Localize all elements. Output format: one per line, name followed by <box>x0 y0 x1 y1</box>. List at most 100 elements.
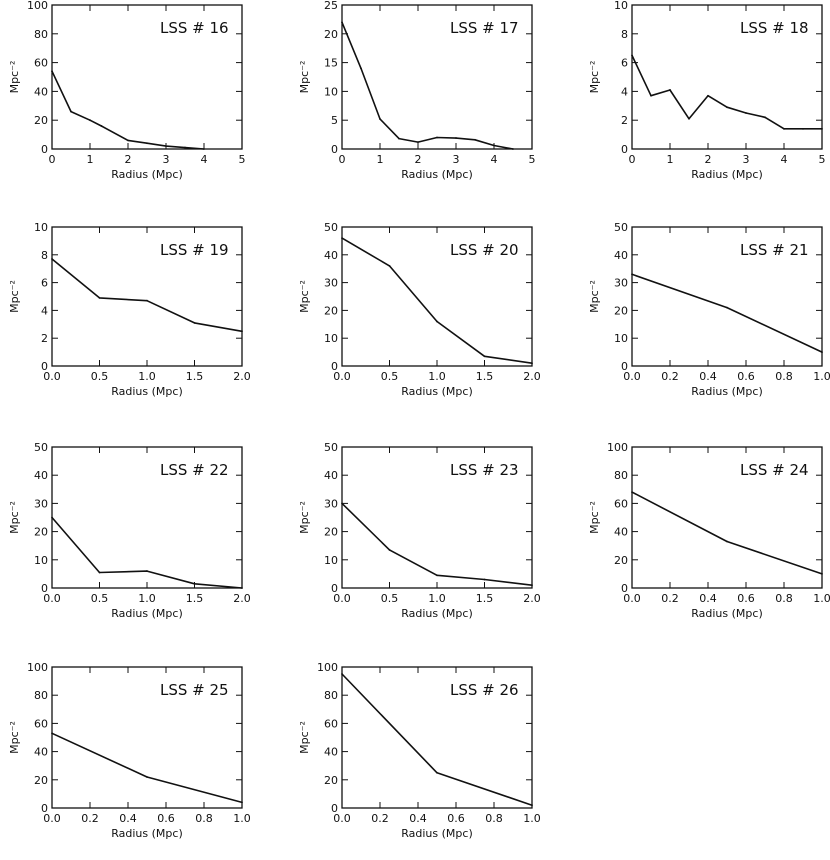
y-axis-label: Mpc⁻² <box>588 280 601 313</box>
data-point <box>341 237 343 240</box>
data-point <box>531 362 533 365</box>
x-tick-label: 5 <box>819 153 826 166</box>
data-point <box>146 776 148 778</box>
data-point <box>241 330 243 333</box>
profile-line <box>341 21 514 150</box>
data-point <box>146 299 148 302</box>
data-point <box>783 127 785 130</box>
y-tick-label: 0 <box>41 802 48 815</box>
data-point <box>70 110 72 113</box>
x-tick-label: 1.5 <box>186 370 204 383</box>
x-tick-label: 0.8 <box>775 592 793 605</box>
x-tick-label: 0.4 <box>119 812 137 825</box>
x-tick-label: 0.4 <box>699 370 717 383</box>
data-point <box>193 582 196 585</box>
y-tick-label: 40 <box>324 469 338 482</box>
x-tick-label: 4 <box>781 153 788 166</box>
y-tick-label: 30 <box>324 497 338 510</box>
data-point <box>474 138 476 141</box>
y-tick-label: 100 <box>317 661 338 674</box>
y-tick-label: 10 <box>324 332 338 345</box>
data-point <box>631 273 633 276</box>
data-point <box>341 21 343 24</box>
data-point <box>821 351 823 353</box>
y-tick-label: 0 <box>331 360 338 373</box>
data-point <box>165 145 167 148</box>
data-point <box>341 502 343 505</box>
chart-panel-2: 0 1 2 3 4 5 0 5 10 15 20 25 LSS # 17 Radius (Mpc) Mpc⁻… <box>298 0 536 181</box>
y-tick-label: 6 <box>621 57 628 70</box>
y-tick-label: 80 <box>614 469 628 482</box>
x-axis-label: Radius (Mpc) <box>401 385 472 398</box>
x-tick-label: 0.2 <box>661 592 679 605</box>
panel-title: LSS # 22 <box>160 461 229 479</box>
data-point <box>436 320 438 323</box>
panel-title: LSS # 16 <box>160 19 229 37</box>
plot-frame <box>341 666 533 809</box>
x-tick-label: 1.0 <box>138 592 156 605</box>
panel-title: LSS # 25 <box>160 681 229 699</box>
x-tick-label: 0.6 <box>737 592 755 605</box>
y-axis-label: Mpc⁻² <box>298 61 311 94</box>
x-axis-label: Radius (Mpc) <box>111 607 182 620</box>
x-tick-label: 0.6 <box>157 812 175 825</box>
panel-title: LSS # 18 <box>740 19 809 37</box>
plot-frame <box>631 226 823 367</box>
x-tick-label: 0.0 <box>43 812 61 825</box>
data-point <box>802 127 804 130</box>
panel-title: LSS # 26 <box>450 681 519 699</box>
y-tick-label: 60 <box>324 717 338 730</box>
y-tick-label: 20 <box>324 28 338 41</box>
x-tick-label: 0.5 <box>91 592 109 605</box>
data-point <box>436 771 438 774</box>
chart-panel-7: 0.0 0.5 1.0 1.5 2.0 0 10 20 30 40 50 LSS # 22 Radius… <box>8 441 251 620</box>
y-tick-label: 20 <box>324 774 338 787</box>
profile-line <box>341 502 533 586</box>
y-tick-label: 4 <box>41 304 48 317</box>
y-tick-label: 10 <box>324 85 338 98</box>
x-tick-label: 5 <box>529 153 536 166</box>
data-point <box>688 117 690 120</box>
panel-title: LSS # 17 <box>450 19 519 37</box>
panel-title: LSS # 24 <box>740 461 809 479</box>
data-point <box>241 587 243 589</box>
y-tick-label: 40 <box>34 469 48 482</box>
x-tick-label: 5 <box>239 153 246 166</box>
y-tick-label: 100 <box>27 661 48 674</box>
data-point <box>631 54 633 57</box>
y-tick-label: 50 <box>614 221 628 234</box>
y-tick-label: 50 <box>34 441 48 454</box>
data-point <box>726 306 728 309</box>
y-axis-label: Mpc⁻² <box>8 721 21 754</box>
x-tick-label: 0.5 <box>381 370 399 383</box>
data-point <box>388 265 391 267</box>
data-point <box>360 67 362 70</box>
y-tick-label: 40 <box>614 249 628 262</box>
y-tick-label: 0 <box>621 582 628 595</box>
data-point <box>455 137 457 139</box>
y-tick-label: 10 <box>614 0 628 12</box>
x-tick-label: 1.5 <box>186 592 204 605</box>
data-point <box>726 540 728 543</box>
x-tick-label: 2.0 <box>233 370 251 383</box>
profile-line <box>51 258 243 333</box>
x-tick-label: 0.0 <box>43 592 61 605</box>
panel-title: LSS # 19 <box>160 241 229 259</box>
x-tick-label: 0.0 <box>623 370 641 383</box>
x-tick-label: 2.0 <box>523 370 541 383</box>
x-axis-label: Radius (Mpc) <box>691 168 762 181</box>
data-point <box>631 491 633 494</box>
y-tick-label: 0 <box>41 582 48 595</box>
y-axis-label: Mpc⁻² <box>298 721 311 754</box>
data-point <box>193 322 196 324</box>
y-tick-label: 0 <box>331 582 338 595</box>
data-point <box>146 142 148 145</box>
x-tick-label: 3 <box>743 153 750 166</box>
data-point <box>241 801 243 804</box>
y-tick-label: 25 <box>324 0 338 12</box>
y-tick-label: 0 <box>41 143 48 156</box>
panel-title: LSS # 21 <box>740 241 809 259</box>
x-tick-label: 3 <box>453 153 460 166</box>
x-tick-label: 0 <box>49 153 56 166</box>
y-tick-label: 0 <box>331 802 338 815</box>
